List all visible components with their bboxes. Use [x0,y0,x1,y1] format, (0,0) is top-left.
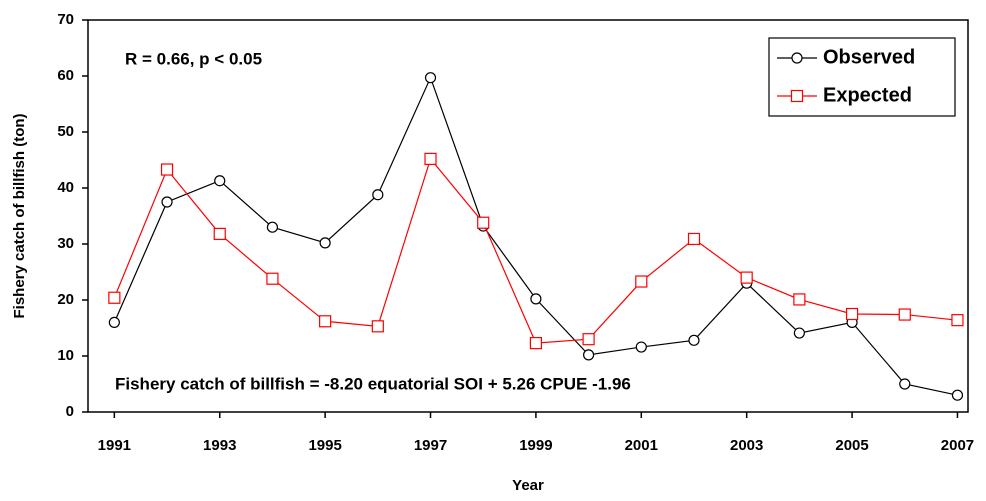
data-point [160,163,174,176]
data-point [687,232,701,246]
data-point [213,227,226,241]
x-tick-label: 2001 [625,437,658,454]
data-point [845,307,859,321]
data-point [582,349,595,361]
data-point [793,327,805,339]
data-point [161,196,173,208]
legend-marker [790,89,804,103]
x-tick-label: 1995 [308,437,341,454]
plot-frame [87,19,969,413]
data-point [371,320,384,333]
y-tick-label: 20 [57,291,74,308]
data-point [266,221,279,233]
y-tick-label: 0 [66,403,74,420]
data-point [688,334,700,346]
y-tick-label: 10 [57,347,74,364]
data-point [108,316,120,328]
x-tick-label: 2007 [941,437,974,454]
data-point [214,175,226,187]
x-tick-label: 2003 [730,437,763,454]
data-point [582,333,595,346]
legend-label: Expected [823,84,912,106]
data-point [530,293,542,305]
annotation: R = 0.66, p < 0.05 [125,49,262,68]
data-point [319,237,331,249]
annotation: Fishery catch of billfish = -8.20 equato… [115,374,631,393]
data-point [529,337,543,350]
x-axis-label: Year [512,477,544,494]
data-point [635,275,648,288]
y-axis-label: Fishery catch of billfish (ton) [11,113,28,318]
y-tick-label: 70 [57,11,74,28]
data-point [793,293,806,306]
y-tick-label: 30 [57,235,74,252]
y-tick-label: 40 [57,179,74,196]
data-point [951,314,964,327]
data-point [319,315,332,328]
legend-label: Observed [823,46,915,68]
y-tick-label: 60 [57,67,74,84]
x-tick-label: 1991 [98,437,131,454]
data-point [898,308,911,321]
data-point [108,291,121,304]
y-tick-label: 50 [57,123,74,140]
data-point [424,152,437,165]
x-tick-label: 1997 [414,437,447,454]
x-tick-label: 1993 [203,437,236,454]
data-point [266,272,279,285]
data-point [424,72,437,84]
x-tick-label: 2005 [835,437,868,454]
data-point [477,216,490,229]
legend-marker [791,52,803,64]
x-tick-label: 1999 [519,437,552,454]
series-line [113,157,958,344]
data-point [951,389,964,401]
data-point [740,271,753,284]
data-point [372,189,384,201]
data-point [899,378,911,390]
data-point [635,341,647,353]
legend-box [768,37,956,117]
